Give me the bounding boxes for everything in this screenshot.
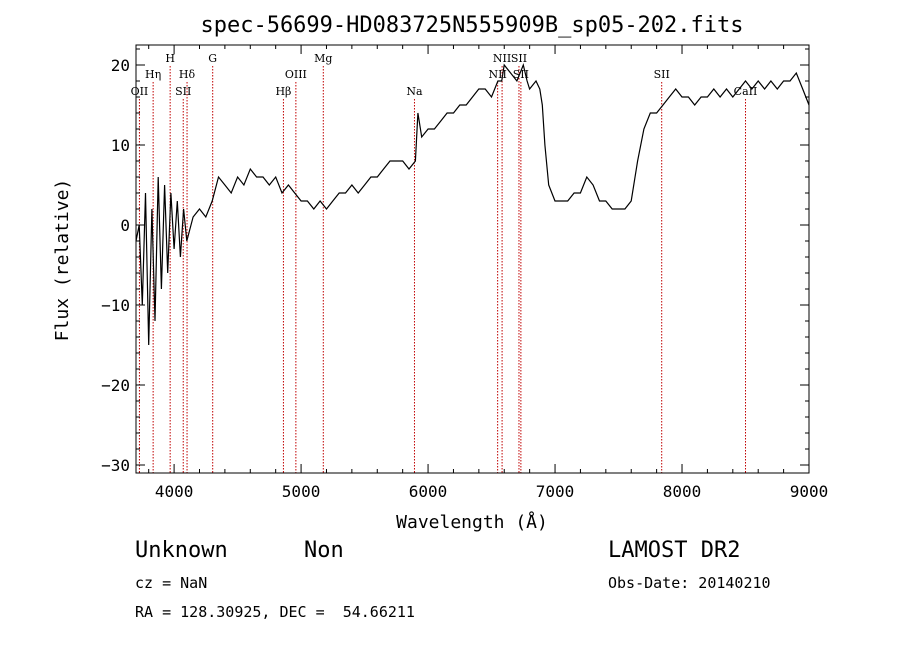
line-marker-label: Na bbox=[406, 85, 423, 98]
spectrum-series-line bbox=[135, 63, 810, 346]
x-tick-label: 7000 bbox=[536, 482, 575, 501]
y-tick-label: 0 bbox=[120, 216, 130, 235]
plot-frame bbox=[135, 44, 810, 474]
object-subclass: Non bbox=[304, 538, 344, 563]
line-marker-label: NII bbox=[488, 68, 506, 81]
y-axis: −30 −20 −10 0 10 20 bbox=[101, 48, 809, 475]
x-tick-label: 4000 bbox=[155, 482, 194, 501]
line-marker-label: Hδ bbox=[179, 68, 196, 81]
line-marker-label: Mg bbox=[314, 52, 332, 65]
observation-date: Obs-Date: 20140210 bbox=[608, 574, 771, 592]
y-tick-label: 20 bbox=[111, 56, 130, 75]
y-tick-label: −30 bbox=[101, 456, 130, 475]
y-tick-label: 10 bbox=[111, 136, 130, 155]
line-marker-label: Hη bbox=[145, 68, 161, 81]
x-tick-label: 6000 bbox=[409, 482, 448, 501]
line-marker-label: H bbox=[165, 52, 175, 65]
chart-title: spec-56699-HD083725N555909B_sp05-202.fit… bbox=[200, 13, 743, 38]
line-marker-label: OII bbox=[131, 85, 149, 98]
y-tick-label: −10 bbox=[101, 296, 130, 315]
line-marker-label: SII bbox=[654, 68, 670, 81]
line-marker-label: SII bbox=[175, 85, 191, 98]
x-tick-label: 9000 bbox=[790, 482, 829, 501]
y-tick-label: −20 bbox=[101, 376, 130, 395]
redshift-cz: cz = NaN bbox=[135, 574, 208, 592]
y-axis-label: Flux (relative) bbox=[52, 179, 73, 342]
coordinates: RA = 128.30925, DEC = 54.66211 bbox=[135, 603, 415, 621]
x-axis: 4000 5000 6000 7000 8000 9000 bbox=[148, 45, 829, 501]
survey-name: LAMOST DR2 bbox=[608, 538, 741, 563]
line-marker-label: NII bbox=[493, 52, 511, 65]
line-marker-label: G bbox=[208, 52, 217, 65]
object-class: Unknown bbox=[135, 538, 228, 563]
x-tick-label: 5000 bbox=[282, 482, 321, 501]
x-axis-label: Wavelength (Å) bbox=[396, 511, 548, 533]
x-tick-label: 8000 bbox=[663, 482, 702, 501]
line-marker-label: OIII bbox=[285, 68, 307, 81]
line-marker-label: SII bbox=[511, 52, 527, 65]
line-marker-label: Hβ bbox=[275, 85, 291, 98]
